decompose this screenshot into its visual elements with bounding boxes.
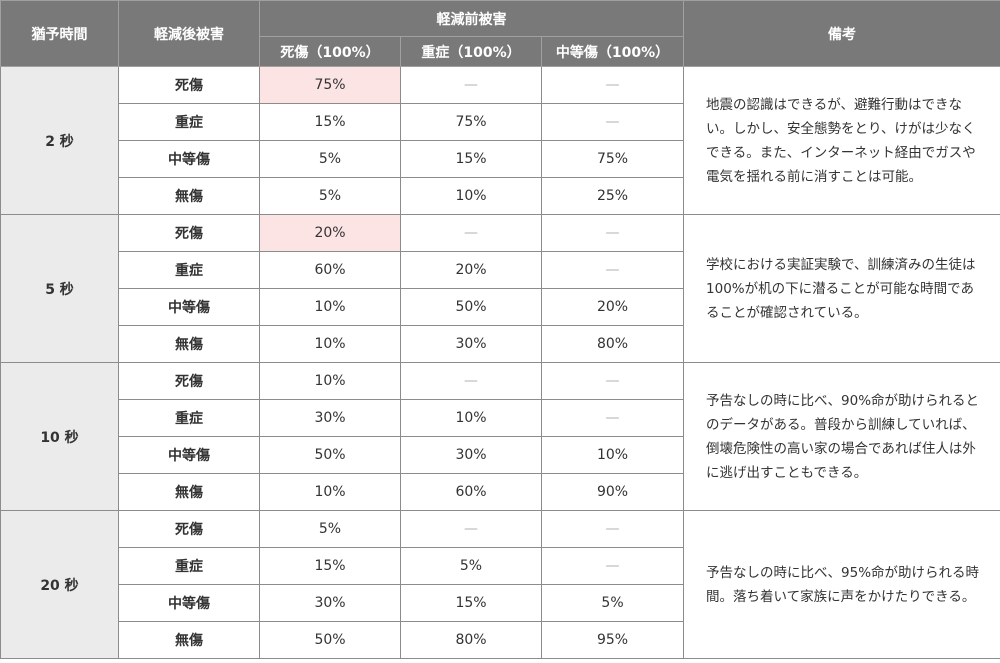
after-reduction-cell: 中等傷 — [118, 288, 260, 326]
moderate-value-cell: 80% — [540, 325, 685, 363]
table-row: 無傷 10% 30% 80% — [1, 325, 1000, 363]
note-cell: 予告なしの時に比べ、95%命が助けられる時間。落ち着いて家族に声をかけたりできる… — [683, 510, 1000, 659]
table-row: 重症 30% 10% — — [1, 399, 1000, 437]
moderate-value-cell: 20% — [540, 288, 685, 326]
note-cell: 学校における実証実験で、訓練済みの生徒は100%が机の下に潜ることが可能な時間で… — [683, 214, 1000, 363]
death-value-cell: 30% — [259, 399, 401, 437]
note-cell: 地震の認識はできるが、避難行動はできない。しかし、安全態勢をとり、けがは少なくで… — [683, 66, 1000, 215]
table-row: 中等傷 10% 50% 20% — [1, 288, 1000, 326]
severe-value-cell: — — [400, 362, 542, 400]
note-cell: 予告なしの時に比べ、90%命が助けられるとのデータがある。普段から訓練していれば… — [683, 362, 1000, 511]
severe-value-cell: 5% — [400, 547, 542, 585]
after-reduction-cell: 無傷 — [118, 325, 260, 363]
table-body: 2 秒死傷 75% — — 地震の認識はできるが、避難行動はできない。しかし、安全態勢を… — [0, 66, 1000, 659]
death-value-cell: 5% — [259, 510, 401, 548]
header-moderate: 中等傷（100%） — [540, 36, 685, 67]
grace-time-cell: 5 秒 — [0, 214, 119, 363]
moderate-value-cell: — — [540, 362, 685, 400]
after-reduction-cell: 重症 — [118, 547, 260, 585]
death-value-cell: 10% — [259, 362, 401, 400]
header-death: 死傷（100%） — [259, 36, 401, 67]
after-reduction-cell: 死傷 — [118, 362, 260, 400]
moderate-value-cell: 90% — [540, 473, 685, 511]
moderate-value-cell: — — [540, 547, 685, 585]
death-value-cell: 60% — [259, 251, 401, 289]
table-row: 10 秒死傷 10% — — 予告なしの時に比べ、90%命が助けられるとのデータがある。… — [0, 362, 1000, 511]
death-value-cell: 30% — [259, 584, 401, 622]
severe-value-cell: 20% — [400, 251, 542, 289]
severe-value-cell: 60% — [400, 473, 542, 511]
after-reduction-cell: 中等傷 — [118, 584, 260, 622]
severe-value-cell: 30% — [400, 325, 542, 363]
table-row: 重症 60% 20% — — [1, 251, 1000, 289]
death-value-cell: 5% — [259, 177, 401, 215]
moderate-value-cell: — — [540, 251, 685, 289]
table-row: 中等傷 5% 15% 75% — [1, 140, 1000, 178]
severe-value-cell: 15% — [400, 584, 542, 622]
table-row: 中等傷 30% 15% 5% — [1, 584, 1000, 622]
moderate-value-cell: 5% — [540, 584, 685, 622]
after-reduction-cell: 死傷 — [118, 66, 260, 104]
table-row: 中等傷 50% 30% 10% — [1, 436, 1000, 474]
header-before-reduction: 軽減前被害 — [258, 0, 685, 37]
grace-time-cell: 20 秒 — [0, 510, 119, 659]
moderate-value-cell: 25% — [540, 177, 685, 215]
severe-value-cell: 10% — [400, 399, 542, 437]
death-value-cell: 50% — [259, 436, 401, 474]
severe-value-cell: 10% — [400, 177, 542, 215]
moderate-value-cell: — — [540, 66, 685, 104]
table-row: 無傷 5% 10% 25% — [1, 177, 1000, 215]
severe-value-cell: 80% — [400, 621, 542, 659]
table-row: 無傷 50% 80% 95% — [1, 621, 1000, 659]
grace-time-cell: 2 秒 — [0, 66, 119, 215]
table-row: 20 秒死傷 5% — — 予告なしの時に比べ、95%命が助けられる時間。落ち着いて家族… — [0, 510, 1000, 659]
after-reduction-cell: 重症 — [118, 103, 260, 141]
severe-value-cell: 30% — [400, 436, 542, 474]
death-value-cell: 20% — [259, 214, 401, 252]
header-notes: 備考 — [683, 0, 1000, 67]
death-value-cell: 50% — [259, 621, 401, 659]
severe-value-cell: — — [400, 66, 542, 104]
table-header: 猶予時間 軽減後被害 軽減前被害 備考 死傷（100%） 重症（100%） 中等… — [0, 0, 1000, 67]
after-reduction-cell: 死傷 — [118, 214, 260, 252]
moderate-value-cell: 75% — [540, 140, 685, 178]
death-value-cell: 10% — [259, 325, 401, 363]
moderate-value-cell: 95% — [540, 621, 685, 659]
table-row: 重症 15% 75% — — [1, 103, 1000, 141]
death-value-cell: 15% — [259, 547, 401, 585]
moderate-value-cell: — — [540, 214, 685, 252]
moderate-value-cell: 10% — [540, 436, 685, 474]
header-after-reduction: 軽減後被害 — [118, 0, 260, 67]
severe-value-cell: 75% — [400, 103, 542, 141]
moderate-value-cell: — — [540, 103, 685, 141]
after-reduction-cell: 無傷 — [118, 621, 260, 659]
severe-value-cell: 50% — [400, 288, 542, 326]
header-grace-time: 猶予時間 — [0, 0, 119, 67]
after-reduction-cell: 無傷 — [118, 177, 260, 215]
severe-value-cell: — — [400, 214, 542, 252]
after-reduction-cell: 重症 — [118, 399, 260, 437]
death-value-cell: 10% — [259, 288, 401, 326]
after-reduction-cell: 中等傷 — [118, 436, 260, 474]
after-reduction-cell: 中等傷 — [118, 140, 260, 178]
moderate-value-cell: — — [540, 399, 685, 437]
after-reduction-cell: 重症 — [118, 251, 260, 289]
after-reduction-cell: 死傷 — [118, 510, 260, 548]
table-row: 2 秒死傷 75% — — 地震の認識はできるが、避難行動はできない。しかし、安全態勢を… — [0, 66, 1000, 215]
grace-time-cell: 10 秒 — [0, 362, 119, 511]
after-reduction-cell: 無傷 — [118, 473, 260, 511]
death-value-cell: 15% — [259, 103, 401, 141]
header-severe: 重症（100%） — [400, 36, 542, 67]
death-value-cell: 5% — [259, 140, 401, 178]
table-row: 5 秒死傷 20% — — 学校における実証実験で、訓練済みの生徒は100%が机の下に潜… — [0, 214, 1000, 363]
severe-value-cell: — — [400, 510, 542, 548]
severe-value-cell: 15% — [400, 140, 542, 178]
death-value-cell: 10% — [259, 473, 401, 511]
death-value-cell: 75% — [259, 66, 401, 104]
moderate-value-cell: — — [540, 510, 685, 548]
